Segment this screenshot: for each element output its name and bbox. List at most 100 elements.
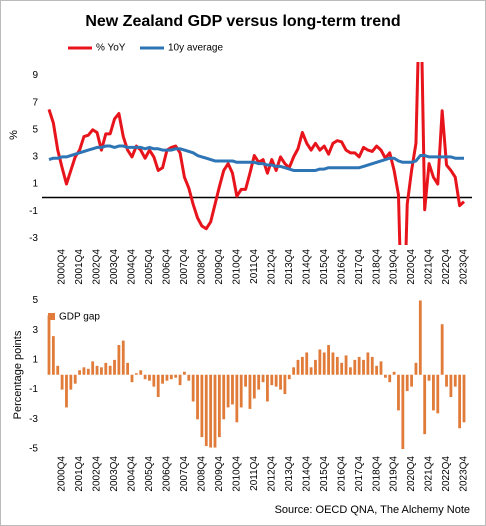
source-note: Source: OECD QNA, The Alchemy Note xyxy=(275,504,470,516)
bar xyxy=(349,367,352,375)
x-tick-label: 2004Q4 xyxy=(127,249,138,285)
x-tick-label: 2007Q4 xyxy=(179,249,190,285)
bar xyxy=(418,300,422,375)
y-tick-label: -5 xyxy=(29,444,38,455)
bar xyxy=(200,374,204,438)
bar xyxy=(187,374,191,381)
bar xyxy=(204,374,208,447)
bar xyxy=(305,352,309,375)
bar xyxy=(69,374,73,390)
bar xyxy=(113,359,116,375)
bar xyxy=(139,370,143,375)
bar xyxy=(178,374,182,386)
bar xyxy=(152,374,156,387)
x-tick-label: 2012Q4 xyxy=(266,249,277,285)
x-tick-label: 2011Q4 xyxy=(249,456,260,491)
bar xyxy=(314,359,317,375)
bar xyxy=(161,374,164,384)
x-tick-label: 2006Q4 xyxy=(162,456,173,492)
x-tick-label: 2005Q4 xyxy=(144,456,155,492)
x-tick-label: 2021Q4 xyxy=(424,249,435,285)
y-tick-label: 3 xyxy=(32,325,38,336)
y-tick-label: 3 xyxy=(32,152,38,163)
x-tick-label: 2018Q4 xyxy=(371,249,382,285)
bar xyxy=(375,365,379,375)
x-tick-label: 2023Q4 xyxy=(459,249,470,285)
legend-label: % YoY xyxy=(96,43,126,54)
bar xyxy=(117,345,121,375)
bar xyxy=(362,359,365,375)
bar xyxy=(309,367,313,375)
x-tick-label: 2023Q4 xyxy=(459,456,470,492)
bar xyxy=(401,374,405,450)
bar xyxy=(383,374,387,378)
x-tick-label: 2002Q4 xyxy=(92,456,103,492)
x-tick-label: 2017Q4 xyxy=(354,456,365,492)
bar xyxy=(169,374,173,380)
bar xyxy=(261,374,265,383)
bar xyxy=(296,359,300,375)
bar xyxy=(453,374,457,387)
x-tick-label: 2010Q4 xyxy=(231,249,242,285)
bar xyxy=(440,324,444,375)
x-tick-label: 2016Q4 xyxy=(336,249,347,285)
x-tick-label: 2022Q4 xyxy=(441,249,452,285)
bar xyxy=(196,374,199,420)
bar xyxy=(423,374,427,435)
x-tick-label: 2008Q4 xyxy=(197,249,208,285)
x-tick-label: 2011Q4 xyxy=(249,249,260,284)
x-tick-label: 2002Q4 xyxy=(92,249,103,285)
bar xyxy=(379,361,383,375)
y-axis-title: % xyxy=(8,130,20,140)
bar xyxy=(432,374,435,411)
bar xyxy=(366,352,370,375)
x-tick-label: 2021Q4 xyxy=(424,456,435,492)
line-series xyxy=(47,62,466,245)
x-tick-label: 2018Q4 xyxy=(371,456,382,492)
x-tick-label: 2000Q4 xyxy=(57,249,68,285)
x-tick-label: 2013Q4 xyxy=(284,249,295,285)
y-tick-label: -1 xyxy=(29,384,38,395)
bar xyxy=(331,352,335,375)
bar xyxy=(209,374,213,448)
legend-swatch xyxy=(48,313,55,320)
bar xyxy=(126,362,130,375)
bar xyxy=(104,362,108,375)
x-tick-label: 2004Q4 xyxy=(127,456,138,492)
bar xyxy=(357,356,361,375)
x-tick-label: 2010Q4 xyxy=(231,456,242,492)
bar xyxy=(121,340,125,375)
bar xyxy=(449,374,453,398)
y-tick-label: 5 xyxy=(32,295,38,306)
bar xyxy=(388,374,392,383)
x-tick-label: 2003Q4 xyxy=(109,456,120,492)
x-tick-label: 2022Q4 xyxy=(441,456,452,492)
bar xyxy=(270,374,274,386)
bar xyxy=(130,374,134,383)
bar xyxy=(392,371,396,375)
bar xyxy=(239,374,243,408)
x-tick-label: 2008Q4 xyxy=(197,456,208,492)
bar xyxy=(458,374,462,429)
x-tick-label: 2000Q4 xyxy=(57,456,68,492)
bar xyxy=(244,374,247,387)
y-axis-title: Percentage points xyxy=(12,330,24,419)
bar xyxy=(56,365,60,375)
x-tick-label: 2003Q4 xyxy=(109,249,120,285)
bar xyxy=(462,374,466,423)
bar xyxy=(344,355,348,375)
bar xyxy=(217,374,221,438)
bar xyxy=(165,374,169,381)
bar xyxy=(78,370,81,375)
bar xyxy=(73,374,77,384)
x-tick-label: 2014Q4 xyxy=(301,249,312,285)
bar xyxy=(86,368,90,375)
x-tick-label: 2020Q4 xyxy=(406,456,417,492)
x-tick-label: 2005Q4 xyxy=(144,249,155,285)
x-tick-label: 2016Q4 xyxy=(336,456,347,492)
y-tick-label: 5 xyxy=(32,124,38,135)
x-tick-label: 2013Q4 xyxy=(284,456,295,492)
x-tick-label: 2017Q4 xyxy=(354,249,365,285)
